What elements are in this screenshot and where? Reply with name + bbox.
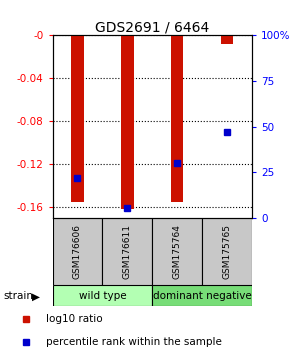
Text: wild type: wild type: [79, 291, 126, 301]
Text: log10 ratio: log10 ratio: [46, 314, 102, 325]
Text: GSM176611: GSM176611: [123, 224, 132, 279]
Bar: [52, 285, 152, 306]
Text: strain: strain: [3, 291, 33, 301]
Text: GSM175764: GSM175764: [173, 224, 182, 279]
Bar: [52, 218, 102, 285]
Title: GDS2691 / 6464: GDS2691 / 6464: [95, 20, 209, 34]
Bar: [152, 218, 202, 285]
Text: GSM175765: GSM175765: [223, 224, 232, 279]
Bar: [121, 35, 134, 209]
Bar: [102, 218, 152, 285]
Bar: [152, 285, 252, 306]
Bar: [171, 35, 183, 202]
Bar: [71, 35, 84, 202]
Text: GSM176606: GSM176606: [73, 224, 82, 279]
Text: dominant negative: dominant negative: [153, 291, 251, 301]
Bar: [221, 35, 233, 44]
Text: percentile rank within the sample: percentile rank within the sample: [46, 337, 221, 348]
Bar: [202, 218, 252, 285]
Text: ▶: ▶: [32, 291, 40, 301]
